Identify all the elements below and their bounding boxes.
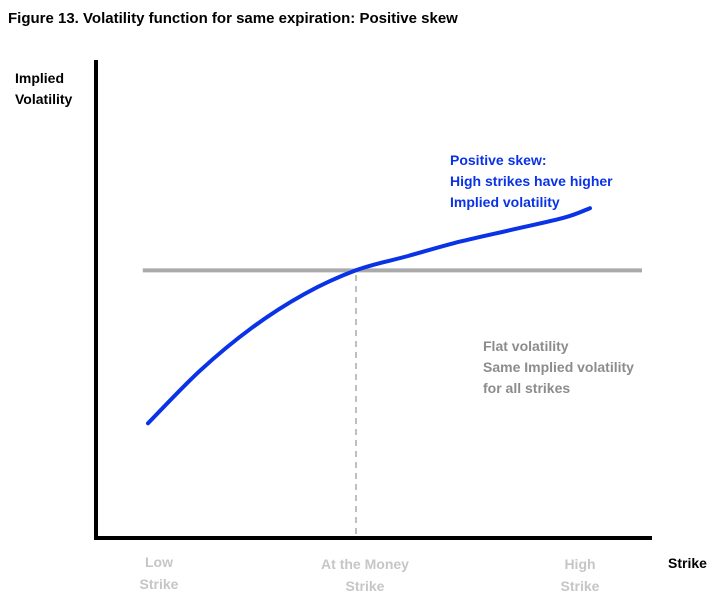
tick-label-line: Strike (560, 578, 600, 594)
annotation-line: for all strikes (483, 380, 571, 396)
x-tick-atm-strike: At the Money Strike (305, 553, 425, 597)
flat-volatility-annotation: Flat volatility Same Implied volatility … (483, 336, 634, 399)
y-axis-label-line: Implied (15, 70, 65, 86)
x-tick-low-strike: Low Strike (99, 551, 219, 595)
y-axis-label: Implied Volatility (15, 68, 72, 110)
x-axis-label: Strike (668, 555, 707, 571)
positive-skew-annotation: Positive skew: High strikes have higher … (450, 150, 613, 213)
tick-label-line: Strike (345, 578, 385, 594)
positive-skew-curve (146, 206, 592, 426)
tick-label-line: Low (145, 554, 173, 570)
x-tick-high-strike: High Strike (520, 553, 640, 597)
annotation-line: Implied volatility (450, 194, 560, 210)
tick-label-line: High (564, 556, 596, 572)
annotation-line: Positive skew: (450, 152, 547, 168)
tick-label-line: At the Money (321, 556, 409, 572)
tick-label-line: Strike (139, 576, 179, 592)
annotation-line: Same Implied volatility (483, 359, 634, 375)
y-axis-label-line: Volatility (15, 91, 73, 107)
annotation-line: High strikes have higher (450, 173, 613, 189)
figure-title: Figure 13. Volatility function for same … (8, 10, 458, 27)
annotation-line: Flat volatility (483, 338, 569, 354)
